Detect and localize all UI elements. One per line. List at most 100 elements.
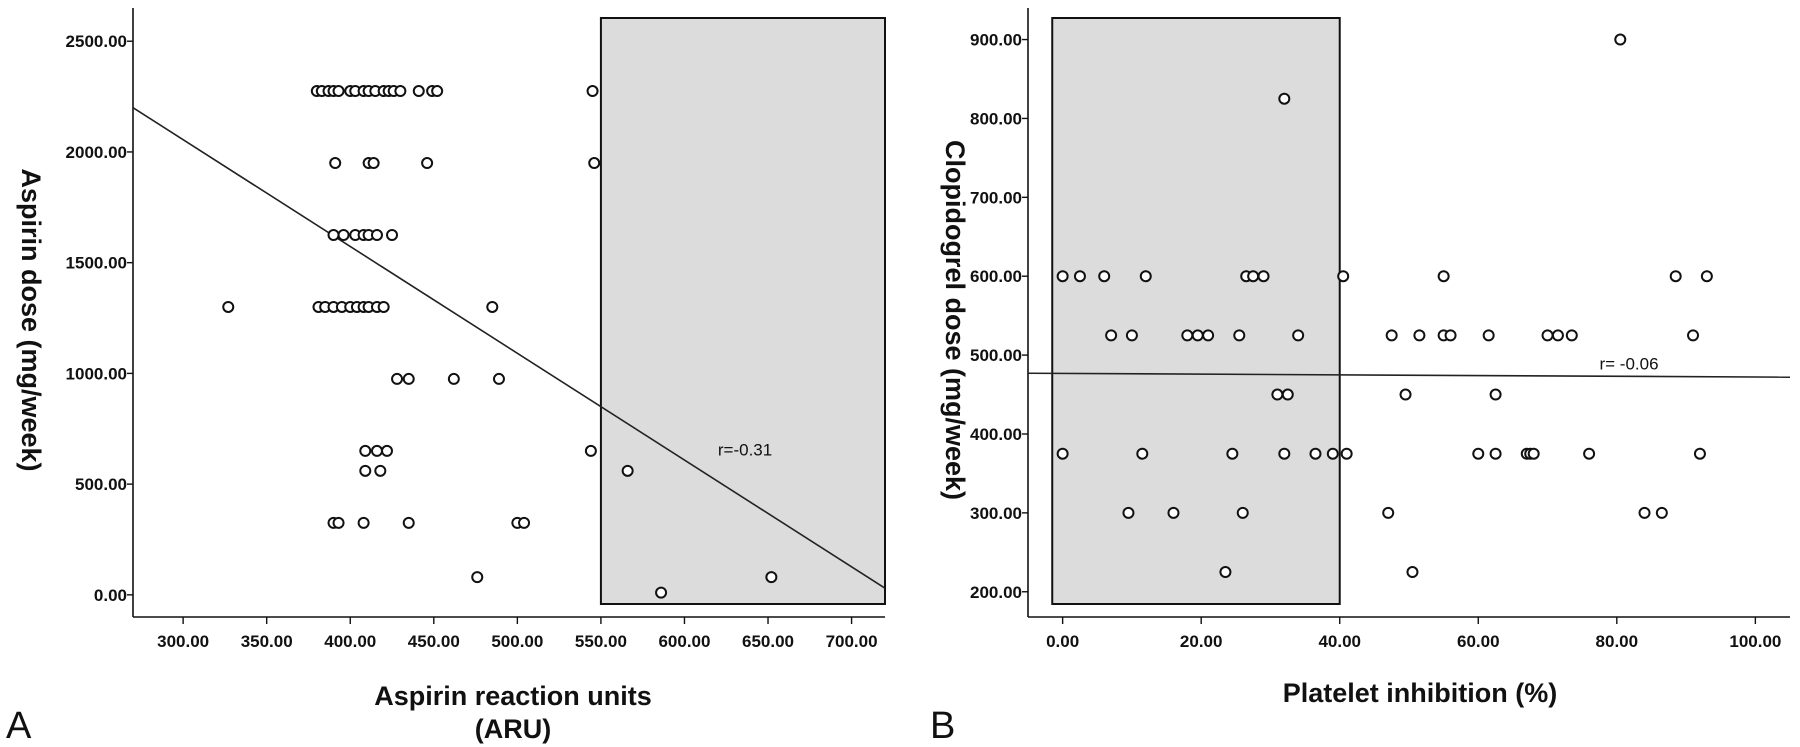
y-tick-label: 800.00 [970, 109, 1022, 128]
shaded-region [599, 17, 887, 605]
data-point [329, 157, 342, 170]
data-point [1122, 506, 1135, 519]
data-point [1257, 270, 1270, 283]
data-point [1281, 388, 1294, 401]
data-point [1444, 329, 1457, 342]
x-tick-label: 500.00 [491, 632, 543, 651]
data-point [1551, 329, 1564, 342]
data-point [1125, 329, 1138, 342]
data-point [518, 516, 531, 529]
data-point [381, 444, 394, 457]
data-point [332, 516, 345, 529]
y-tick-label: 1500.00 [66, 254, 127, 273]
panel-b: 0.00 20.00 40.00 60.00 80.00 100.00 200.00 300.… [930, 8, 1791, 747]
panel-letter: A [6, 705, 32, 747]
data-point [1226, 447, 1239, 460]
data-point [374, 464, 387, 477]
data-point [1541, 329, 1554, 342]
data-point [1073, 270, 1086, 283]
data-point [586, 85, 599, 98]
data-point [1472, 447, 1485, 460]
data-point [1700, 270, 1713, 283]
y-tick-label: 1000.00 [66, 364, 127, 383]
y-tick-label: 2000.00 [66, 143, 127, 162]
x-tick-label: 550.00 [575, 632, 627, 651]
regression-line [132, 106, 886, 589]
data-point [1326, 447, 1339, 460]
data-point [412, 85, 425, 98]
data-point [1489, 388, 1502, 401]
data-point [391, 372, 404, 385]
data-point [386, 228, 399, 241]
data-point [1406, 566, 1419, 579]
x-tick-label: 20.00 [1180, 632, 1223, 651]
y-tick-label: 200.00 [970, 583, 1022, 602]
x-axis-title-line2: (ARU) [475, 714, 551, 744]
data-point [370, 228, 383, 241]
data-point [1482, 329, 1495, 342]
data-point [1136, 447, 1149, 460]
data-point [1098, 270, 1111, 283]
data-point [327, 228, 340, 241]
data-point [394, 85, 407, 98]
data-point [1139, 270, 1152, 283]
data-point [1527, 447, 1540, 460]
data-point [1340, 447, 1353, 460]
data-point [1638, 506, 1651, 519]
data-point [421, 157, 434, 170]
data-point [1382, 506, 1395, 519]
data-point [332, 85, 345, 98]
y-tick-label: 500.00 [970, 346, 1022, 365]
y-tick-label: 300.00 [970, 504, 1022, 523]
y-tick-label: 500.00 [75, 475, 127, 494]
data-point [1385, 329, 1398, 342]
data-point [471, 571, 484, 584]
data-point [1693, 447, 1706, 460]
data-point [1309, 447, 1322, 460]
data-point [1056, 270, 1069, 283]
y-tick-label: 700.00 [970, 188, 1022, 207]
y-tick-label: 2500.00 [66, 32, 127, 51]
data-point [431, 85, 444, 98]
y-axis-title: Aspirin dose (mg/week) [16, 168, 46, 471]
data-point [337, 228, 350, 241]
data-point [1236, 506, 1249, 519]
data-point [1271, 388, 1284, 401]
x-tick-label: 400.00 [324, 632, 376, 651]
data-point [1278, 447, 1291, 460]
data-point [1292, 329, 1305, 342]
x-axis-title: Platelet inhibition (%) [1283, 678, 1558, 708]
x-axis-title: Aspirin reaction units [374, 681, 652, 711]
data-point [357, 516, 370, 529]
data-point [1233, 329, 1246, 342]
data-point [402, 516, 415, 529]
x-tick-label: 80.00 [1596, 632, 1639, 651]
correlation-label: r= -0.06 [1600, 354, 1659, 373]
x-tick-label: 700.00 [826, 632, 878, 651]
data-point [492, 372, 505, 385]
shaded-region [1051, 17, 1341, 605]
data-point [359, 464, 372, 477]
data-point [402, 372, 415, 385]
y-axis-title: Clopidogrel dose (mg/week) [940, 140, 970, 500]
data-point [1437, 270, 1450, 283]
data-point [367, 157, 380, 170]
data-point [1181, 329, 1194, 342]
data-point [447, 372, 460, 385]
data-point [1191, 329, 1204, 342]
data-point [1278, 92, 1291, 105]
x-tick-label: 300.00 [157, 632, 209, 651]
data-point [1056, 447, 1069, 460]
y-tick-label: 600.00 [970, 267, 1022, 286]
data-point [1687, 329, 1700, 342]
x-tick-label: 0.00 [1046, 632, 1079, 651]
data-point [765, 571, 778, 584]
data-point [655, 586, 668, 599]
data-point [1247, 270, 1260, 283]
x-tick-label: 100.00 [1729, 632, 1781, 651]
panel-a: 300.00 350.00 400.00 450.00 500.00 550.00 600.… [6, 8, 887, 747]
x-tick-label: 350.00 [241, 632, 293, 651]
data-point [486, 300, 499, 313]
data-point [1583, 447, 1596, 460]
